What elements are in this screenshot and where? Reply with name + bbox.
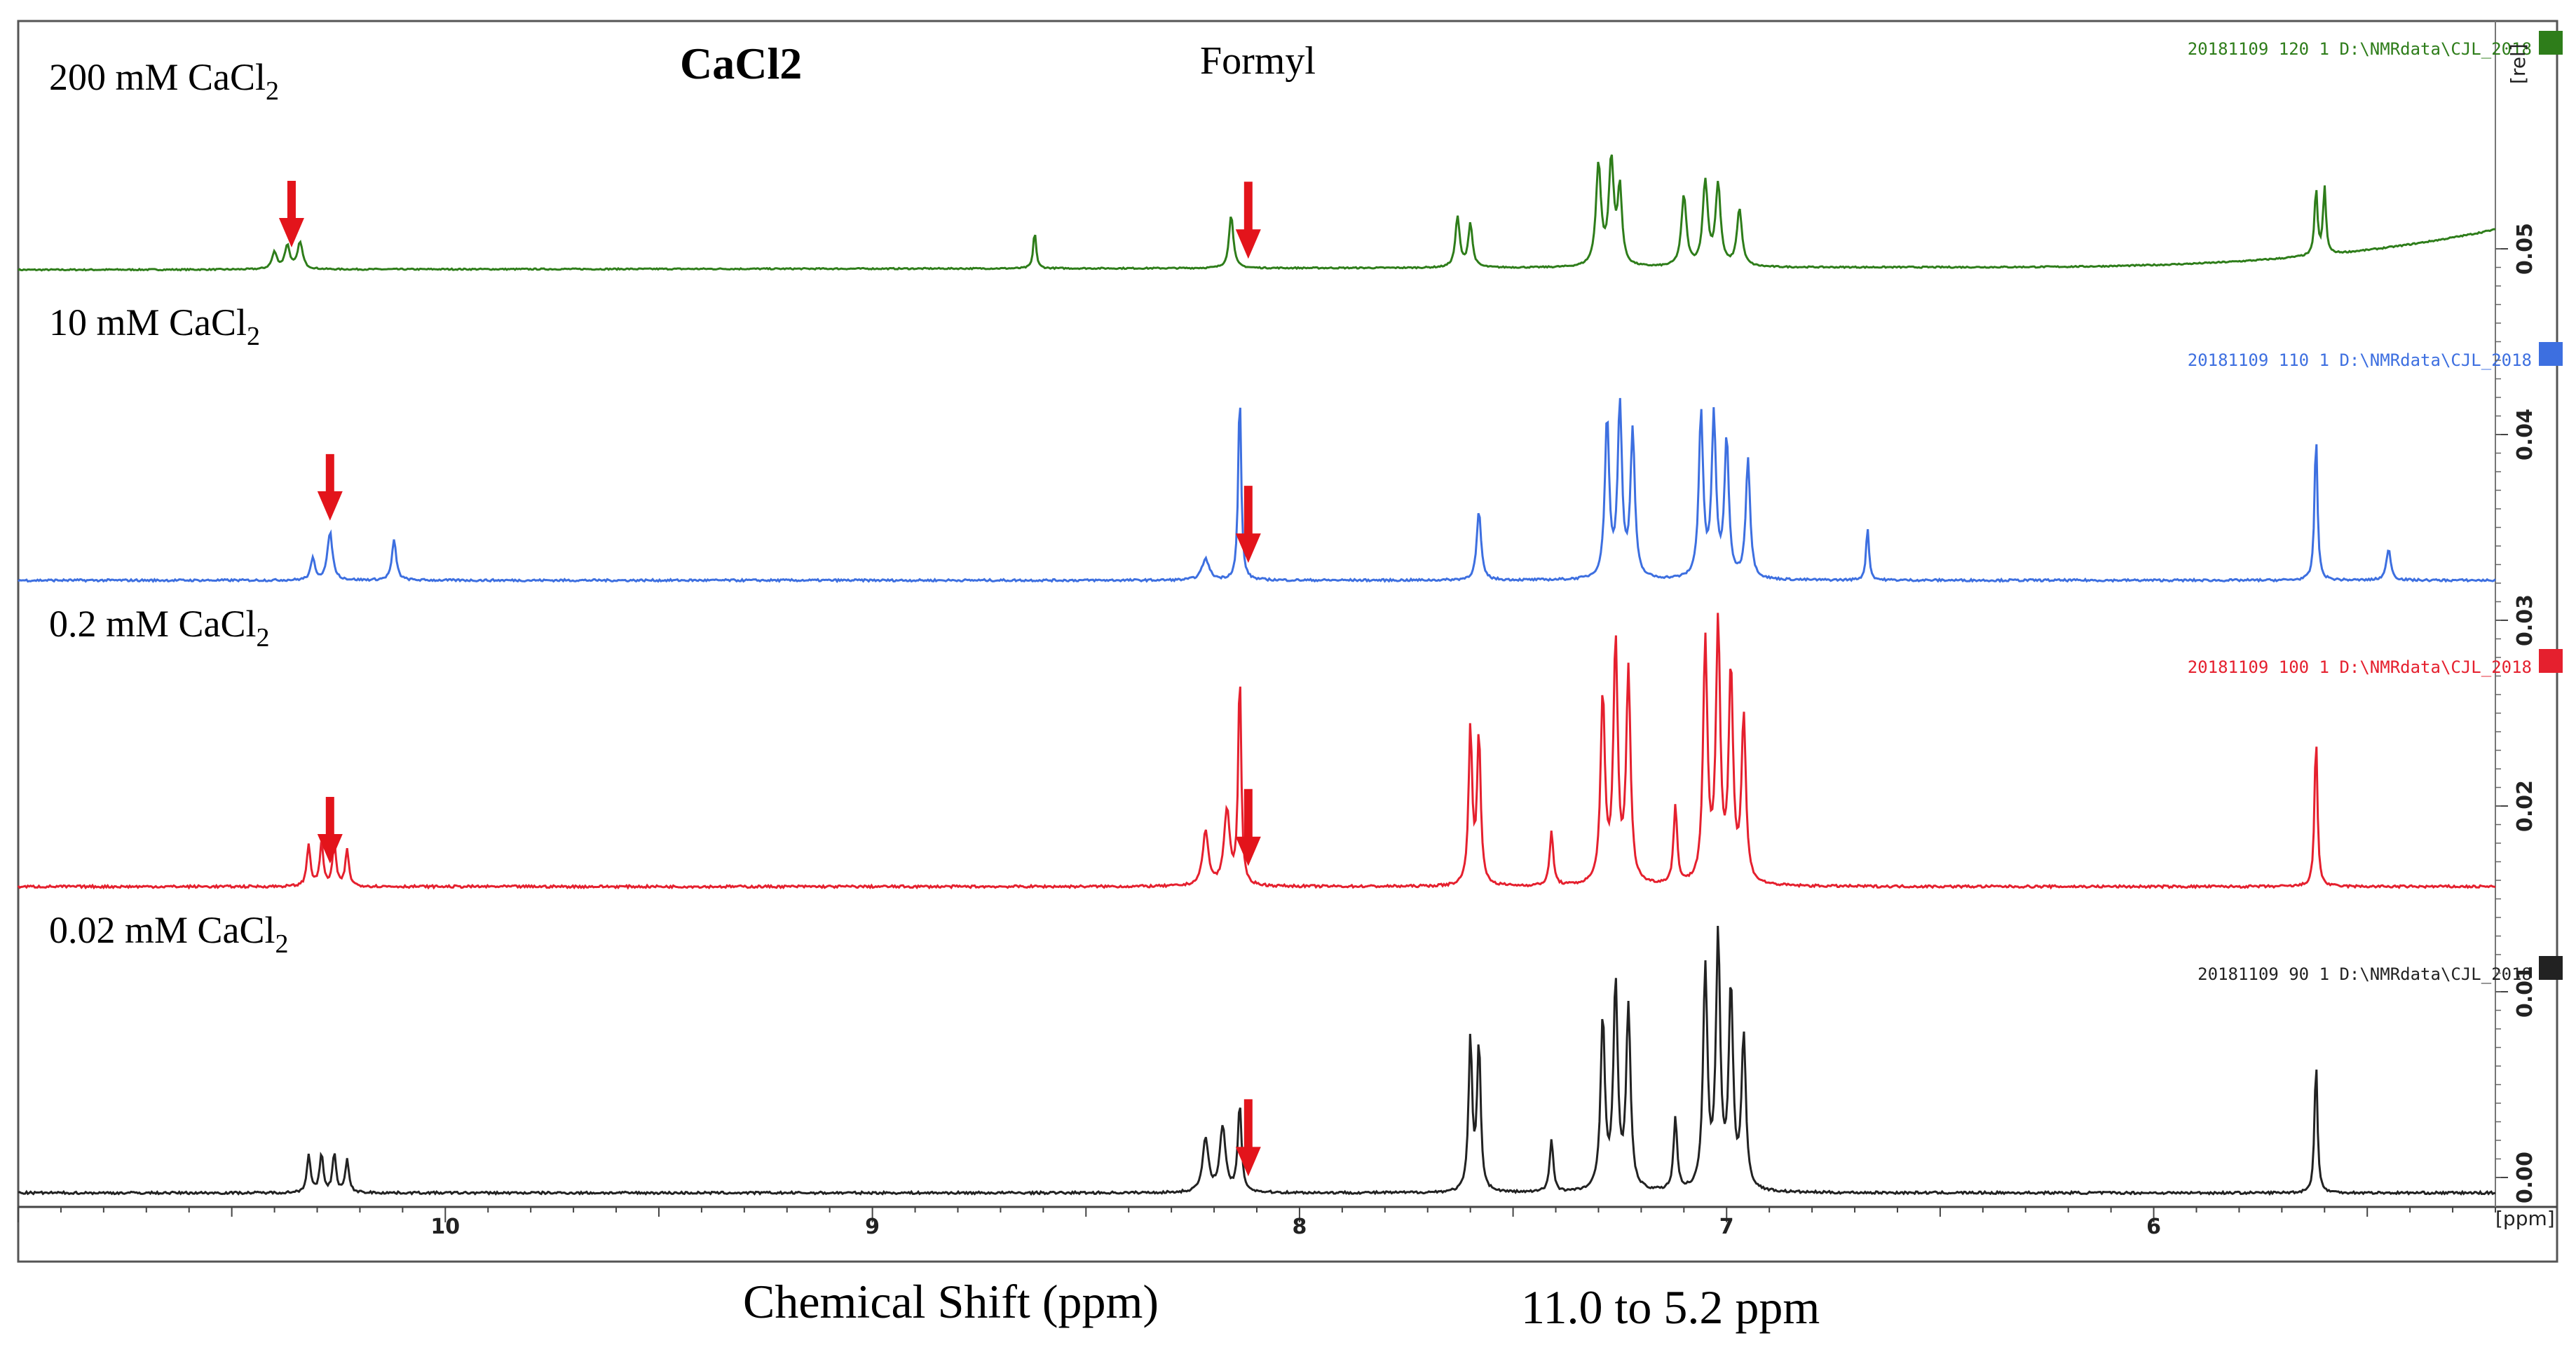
series-swatch-2 [2539, 342, 2563, 366]
formyl-arrow-4 [1235, 1099, 1261, 1177]
spectrum-trace-4 [18, 925, 2496, 1196]
aldehyde-arrow-3 [317, 797, 343, 864]
y-tick-label: 0.03 [2513, 594, 2537, 646]
y-tick-label: 0.04 [2513, 409, 2537, 460]
series-legend-2: 20181109 110 1 D:\NMRdata\CJL_2018 [2188, 350, 2532, 370]
x-tick-label: 9 [865, 1215, 880, 1239]
series-swatch-1 [2539, 31, 2563, 55]
y-tick-label: 0.05 [2513, 223, 2537, 275]
spectrum-2: 10 mM CaCl2 20181109 110 1 D:\NMRdata\CJL… [18, 301, 2563, 584]
spectrum-trace-3 [17, 613, 2496, 890]
plot-frame [17, 20, 2558, 1263]
formyl-arrow-1 [1235, 182, 1261, 259]
aldehyde-arrow-2 [317, 453, 343, 521]
series-label-1: 200 mM CaCl2 [49, 56, 279, 106]
x-tick-label: 8 [1292, 1215, 1307, 1239]
spectrum-3: 0.2 mM CaCl2 20181109 100 1 D:\NMRdata\CJ… [17, 603, 2563, 890]
series-swatch-4 [2539, 956, 2563, 980]
series-legend-4: 20181109 90 1 D:\NMRdata\CJL_2018 [2197, 964, 2532, 984]
y-unit-label: [rel] [2507, 43, 2530, 84]
x-ticks: 10 9 8 7 6 [18, 1207, 2496, 1239]
series-label-2: 10 mM CaCl2 [49, 301, 260, 351]
x-tick-label: 10 [430, 1215, 460, 1239]
x-tick-label: 7 [1719, 1215, 1734, 1239]
series-swatch-3 [2539, 649, 2563, 673]
series-legend-3: 20181109 100 1 D:\NMRdata\CJL_2018 [2188, 657, 2532, 677]
series-label-4: 0.02 mM CaCl2 [49, 909, 289, 959]
x-tick-label: 6 [2146, 1215, 2161, 1239]
spectrum-4: 0.02 mM CaCl2 20181109 90 1 D:\NMRdata\CJ… [18, 909, 2563, 1196]
y-tick-label: 0.02 [2513, 780, 2537, 832]
formyl-arrow-2 [1235, 486, 1261, 564]
y-tick-label: 0.00 [2513, 1152, 2537, 1203]
x-unit-label: [ppm] [2495, 1207, 2555, 1230]
spectrum-1: 200 mM CaCl2 20181109 120 1 D:\NMRdata\CJ… [18, 31, 2563, 272]
series-legend-1: 20181109 120 1 D:\NMRdata\CJL_2018 [2188, 39, 2532, 59]
spectrum-trace-2 [18, 397, 2497, 584]
chart-title: CaCl2 [680, 39, 802, 88]
x-range-note: 11.0 to 5.2 ppm [1521, 1281, 1820, 1334]
arrows [278, 181, 1261, 1177]
spectra-layer: 200 mM CaCl2 20181109 120 1 D:\NMRdata\CJ… [17, 31, 2563, 1196]
spectrum-trace-1 [18, 154, 2496, 272]
series-label-3: 0.2 mM CaCl2 [49, 603, 270, 653]
formyl-arrow-3 [1235, 788, 1261, 866]
aldehyde-arrow-1 [278, 181, 304, 248]
y-ticks: 0.00 0.01 0.02 0.03 0.04 0.05 [2495, 223, 2537, 1203]
formyl-annotation: Formyl [1200, 39, 1316, 83]
x-axis-title: Chemical Shift (ppm) [743, 1275, 1159, 1328]
y-tick-label: 0.01 [2513, 966, 2537, 1018]
